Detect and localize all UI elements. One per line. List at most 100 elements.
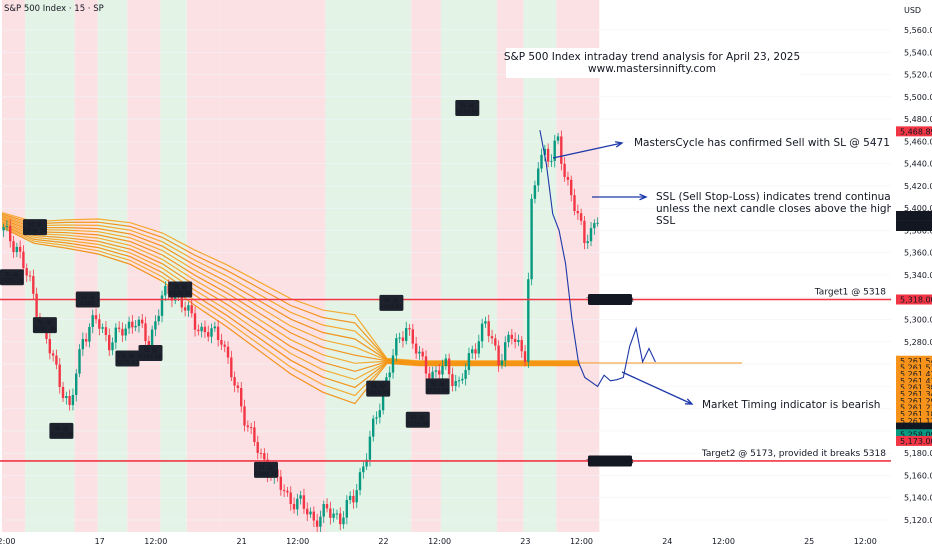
candle-body [117,327,121,329]
sl-label-line1: SL @ [5,272,19,278]
sl-label-line1: SL @ [144,348,158,354]
candle-body [457,380,461,382]
candle-14 [48,333,51,360]
candle-124 [411,323,414,349]
candle-body [395,338,398,356]
candle-body [299,495,302,499]
candle-42 [141,313,144,328]
price-axis[interactable]: 5,560.00 5,540.00 5,520.00 5,500.00 5,480.00… [891,0,932,550]
candle-body [434,370,438,372]
candle-59 [197,324,200,336]
session-band-6 [186,0,220,532]
candle-body [553,140,556,161]
candle-25 [84,333,88,347]
candle-body [533,185,537,199]
candle-118 [391,348,395,379]
candle-91 [302,488,306,514]
candle-107 [355,483,358,508]
candle-172 [570,175,573,202]
candle-122 [405,321,408,345]
candle-body [32,276,35,294]
candle-body [381,389,385,411]
candle-39 [131,315,134,334]
candle-66 [220,333,223,350]
candle-body [593,223,596,229]
candle-105 [348,491,352,504]
candle-body [348,495,352,500]
candle-body [223,344,226,347]
candle-128 [424,350,428,381]
price-tag-bg-4 [896,355,932,366]
candle-body [325,504,329,509]
candle-78 [259,448,263,459]
candle-87 [289,486,292,511]
candle-body [35,293,38,317]
candle-body [144,323,147,342]
candle-120 [398,332,401,344]
candle-151 [500,353,504,369]
time-tick-1: 17 [95,537,105,546]
candle-72 [240,382,243,413]
candle-body [259,452,263,454]
candle-127 [421,348,424,361]
candle-134 [444,354,447,370]
sl-label-2: SL @5309 [75,291,100,308]
candle-body [464,369,467,379]
time-axis[interactable]: 12:00 17 12:00 21 12:00 22 12:00 23 12:00 24 12:00… [0,532,932,550]
candle-96 [319,510,322,533]
price-tag-bg-6 [896,369,932,380]
candle-36 [121,322,124,343]
candle-163 [540,148,543,173]
candle-body [81,339,84,350]
time-tick-4: 12:00 [286,537,309,546]
candle-body [339,513,342,525]
candle-155 [513,332,517,349]
candle-63 [210,323,213,344]
candle-body [226,346,230,358]
candle-123 [408,324,411,336]
candle-67 [223,340,226,353]
price-tick-6: 5,440.00 [904,160,932,169]
candle-body [22,251,25,269]
candle-body [183,307,187,311]
candle-body [540,154,543,169]
annotations: S&P 500 Index intraday trend analysis fo… [504,48,911,411]
candle-137 [454,374,457,392]
candle-body [180,294,183,308]
candle-73 [243,399,246,432]
candle-body [286,490,289,493]
price-tag-11: 5,261.23 [900,404,932,413]
candle-31 [104,321,108,342]
candle-body [108,335,111,351]
sl-label-line1: SL @ [384,298,398,304]
candle-body [213,326,216,329]
candle-132 [438,364,441,380]
candle-body [480,323,484,342]
candle-43 [144,316,147,348]
candle-body [203,326,207,333]
title-box [506,48,798,78]
candle-body [438,370,441,375]
candle-body [471,349,474,354]
candle-20 [68,389,71,411]
candle-179 [593,219,596,235]
candle-9 [32,269,35,300]
sl-label-line1: SL @ [81,295,95,301]
candle-28 [94,308,98,324]
time-tick-2: 12:00 [144,537,167,546]
price-tick-2: 5,520.00 [904,71,932,80]
candle-body [12,241,15,253]
candle-body [65,395,68,399]
candle-178 [589,222,593,247]
sl-label-line2: 5292.58 [139,354,162,360]
price-tag-bg-14 [896,422,932,433]
candle-7 [25,263,28,283]
candle-158 [523,345,527,367]
candle-body [520,340,523,352]
candle-body [51,353,55,356]
sl-label-line2: 5233.96 [406,421,429,427]
candle-body [5,225,9,228]
candle-88 [292,497,296,514]
candle-103 [342,511,345,529]
